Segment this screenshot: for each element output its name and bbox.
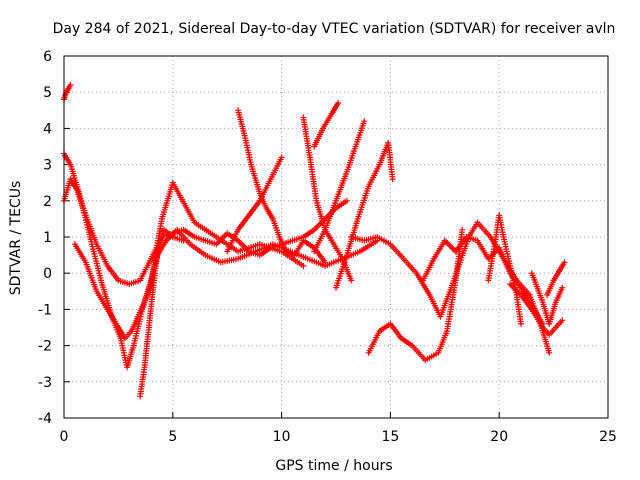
y-tick-label: -3: [38, 375, 52, 391]
series-track-3: [71, 179, 307, 342]
x-tick-label: 15: [381, 429, 399, 445]
series-track-18: [544, 259, 568, 298]
data-point-markers: [544, 259, 568, 298]
series-track-4: [137, 226, 187, 400]
series-track-16: [507, 281, 566, 338]
data-points: [61, 82, 568, 400]
y-tick-label: 1: [43, 230, 52, 246]
y-tick-label: 5: [43, 85, 52, 101]
series-track-13: [365, 226, 466, 364]
data-point-markers: [61, 150, 381, 371]
y-tick-label: 4: [43, 121, 52, 137]
data-point-markers: [61, 82, 74, 103]
data-point-markers: [137, 226, 187, 400]
y-axis-label: SDTVAR / TECUs: [8, 181, 24, 296]
series-track-10: [311, 118, 368, 255]
data-point-markers: [333, 139, 396, 291]
x-tick-label: 10: [273, 429, 291, 445]
tick-labels: 0 5 10 15 20 25 -4 -3 -2 -1 0 1 2 3 4 5 6: [38, 49, 617, 445]
x-axis-label: GPS time / hours: [275, 458, 392, 474]
data-point-markers: [311, 100, 342, 150]
y-tick-label: 6: [43, 49, 52, 65]
data-point-markers: [71, 179, 307, 342]
y-tick-label: 2: [43, 194, 52, 210]
series-track-9: [311, 100, 342, 150]
y-tick-label: -2: [38, 339, 52, 355]
y-tick-label: 0: [43, 266, 52, 282]
data-point-markers: [365, 226, 466, 364]
series-track-6: [235, 107, 329, 266]
chart-title: Day 284 of 2021, Sidereal Day-to-day VTE…: [53, 21, 616, 37]
series-track-17: [528, 270, 566, 327]
data-point-markers: [235, 107, 329, 266]
x-tick-label: 5: [168, 429, 177, 445]
series-track-5: [61, 82, 74, 103]
data-point-markers: [224, 154, 285, 255]
x-tick-label: 0: [60, 429, 69, 445]
y-tick-label: -1: [38, 302, 52, 318]
series-track-11: [333, 139, 396, 291]
y-tick-label: -4: [38, 411, 52, 427]
data-point-markers: [507, 281, 566, 338]
x-tick-label: 25: [599, 429, 617, 445]
series-track-2: [61, 150, 381, 371]
series-track-7: [224, 154, 285, 255]
x-tick-label: 20: [490, 429, 508, 445]
data-point-markers: [311, 118, 368, 255]
y-tick-label: 3: [43, 158, 52, 174]
plot-frame: [63, 55, 609, 419]
data-point-markers: [528, 270, 566, 327]
